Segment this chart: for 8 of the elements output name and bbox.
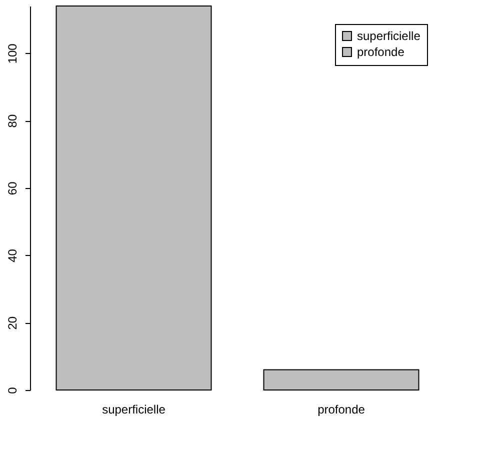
y-tick-label: 40 (6, 248, 20, 262)
y-tick-label: 20 (6, 316, 20, 330)
y-tick-label: 0 (6, 386, 20, 394)
y-tick-label: 60 (6, 181, 20, 196)
legend-label: profonde (357, 45, 405, 59)
legend-label: superficielle (357, 29, 421, 43)
y-tick-label: 80 (6, 114, 20, 128)
y-tick-label: 100 (6, 43, 20, 64)
